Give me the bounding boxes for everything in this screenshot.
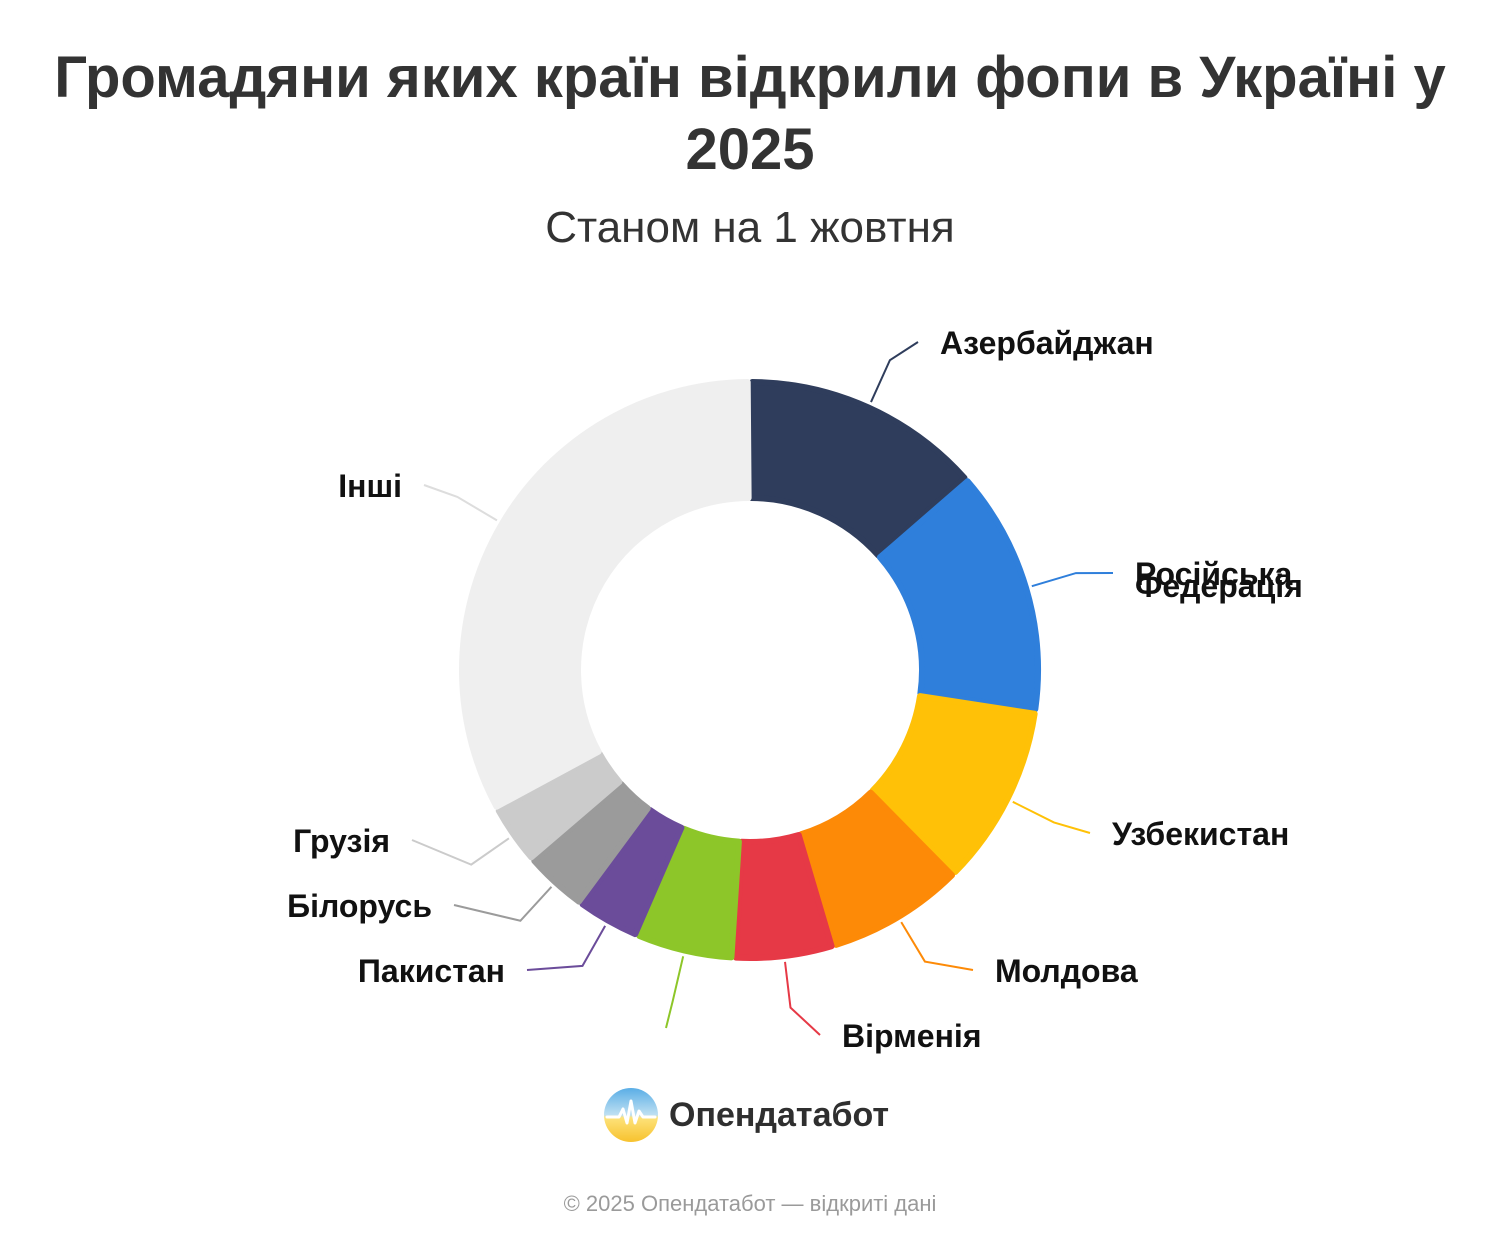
slice-label-0: Азербайджан bbox=[940, 325, 1154, 361]
donut-slice-0 bbox=[748, 379, 968, 559]
leader-line-8 bbox=[411, 837, 510, 866]
slice-label-1: РосійськаФедерація bbox=[1135, 556, 1303, 604]
leader-line-3 bbox=[900, 921, 974, 971]
slice-label-3: Молдова bbox=[995, 953, 1138, 989]
donut-slice-4 bbox=[733, 831, 835, 961]
slice-label-9: Інші bbox=[338, 468, 402, 504]
leader-line-4 bbox=[784, 961, 821, 1036]
chart-labels: Азербайджан РосійськаФедерація Узбекистан М… bbox=[287, 325, 1303, 1054]
donut-slice-1 bbox=[876, 478, 1041, 713]
chart-leader-lines bbox=[411, 341, 1114, 1036]
leader-line-0 bbox=[870, 341, 919, 403]
slice-label-6: Пакистан bbox=[358, 953, 505, 989]
chart-title: Громадяни яких країн відкрили фопи в Укр… bbox=[54, 45, 1446, 182]
donut-slice-8 bbox=[495, 751, 623, 861]
leader-line-6 bbox=[526, 925, 607, 971]
leader-line-5 bbox=[665, 956, 685, 1029]
slice-label-4: Вірменія bbox=[842, 1018, 981, 1054]
slice-label-7: Білорусь bbox=[287, 888, 432, 924]
donut-slice-2 bbox=[869, 693, 1038, 876]
slice-label-8: Грузія bbox=[293, 823, 390, 859]
leader-line-1 bbox=[1031, 572, 1114, 588]
donut-slice-6 bbox=[579, 806, 685, 938]
chart-subtitle: Станом на 1 жовтня bbox=[545, 203, 955, 252]
leader-line-9 bbox=[423, 484, 498, 522]
footer-copyright: © 2025 Опендатабот — відкриті дані bbox=[563, 1191, 937, 1216]
opendatabot-logo: Опендатабот bbox=[603, 1087, 889, 1143]
donut-slice-3 bbox=[798, 789, 956, 948]
leader-line-2 bbox=[1012, 800, 1091, 834]
leader-line-7 bbox=[453, 886, 553, 922]
donut-slice-7 bbox=[531, 780, 651, 905]
chart-slices bbox=[459, 379, 1041, 961]
donut-slice-9 bbox=[459, 379, 752, 810]
slice-label-2: Узбекистан bbox=[1112, 816, 1289, 852]
donut-slice-5 bbox=[636, 825, 742, 961]
opendatabot-logo-icon bbox=[604, 1088, 658, 1142]
logo-text: Опендатабот bbox=[669, 1095, 890, 1134]
